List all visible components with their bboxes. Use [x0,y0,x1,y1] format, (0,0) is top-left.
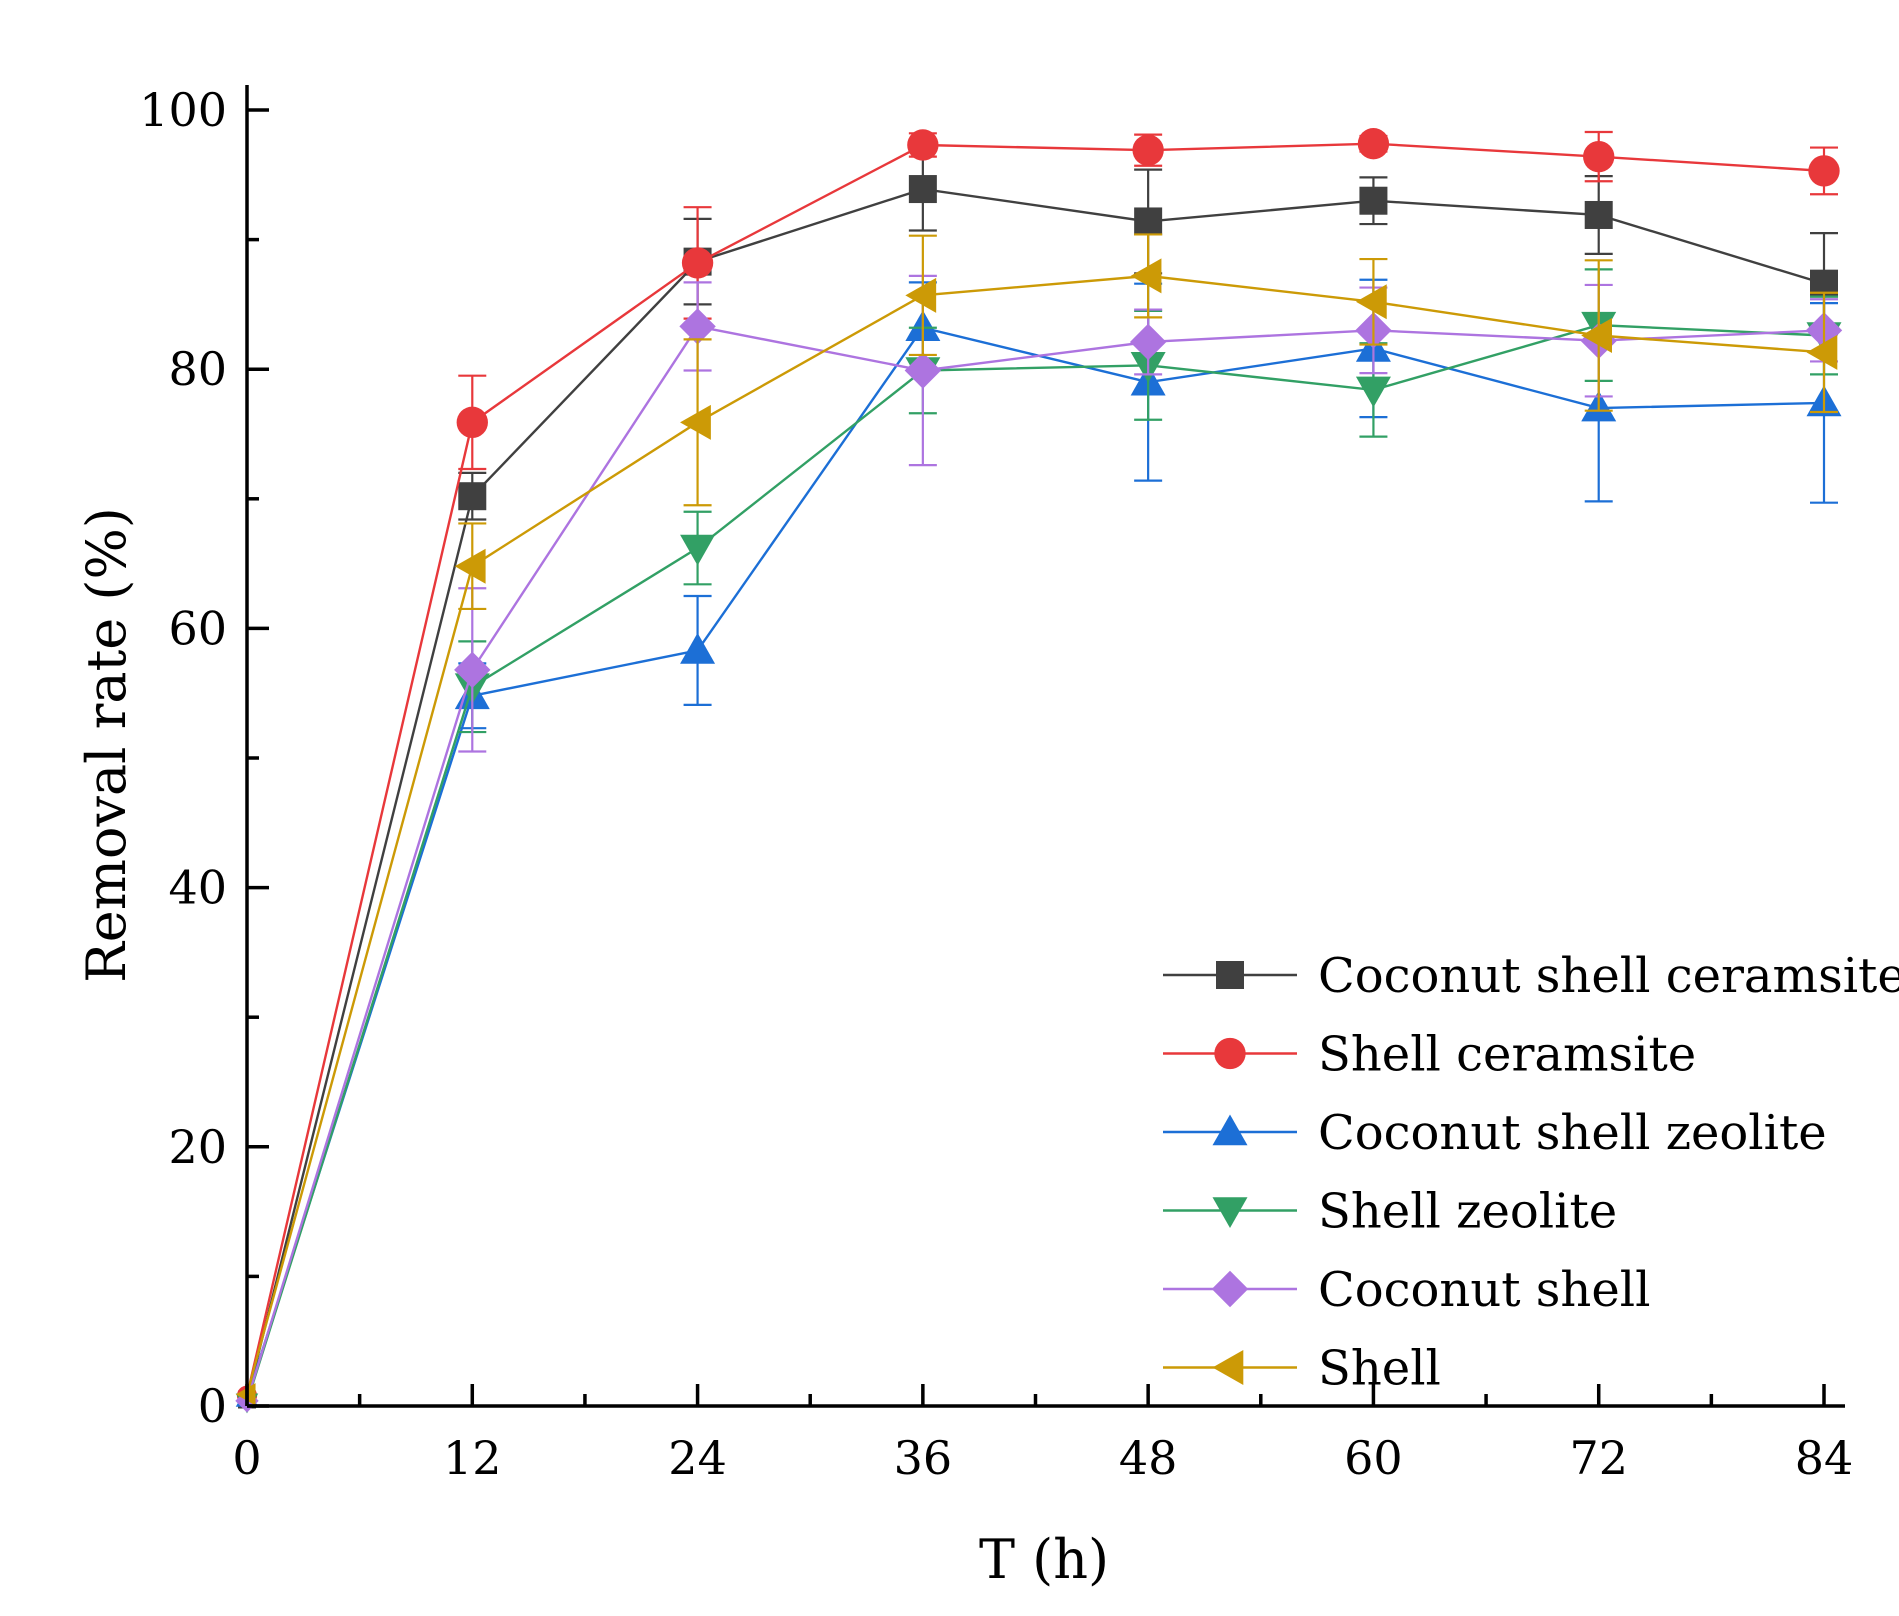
legend-marker [1214,1037,1246,1070]
data-point [680,632,716,664]
series-line [245,326,1825,1399]
data-point [679,308,716,345]
x-tick-label: 24 [668,1431,727,1485]
series-5 [235,233,1838,1406]
axes: 0 12 24 36 48 60 72 84 0 20 40 60 80 100 [139,83,1853,1485]
x-tick-label: 12 [443,1431,502,1485]
legend-label: Coconut shell ceramsite [1318,948,1899,1004]
legend-item: Coconut shell [1163,1262,1650,1318]
data-point [908,175,937,204]
x-axis-title: T (h) [979,1528,1109,1591]
y-tick-label: 60 [168,601,227,655]
data-point [454,548,486,584]
legend-label: Shell ceramsite [1318,1027,1696,1083]
legend-item: Shell [1163,1341,1441,1397]
series-line [245,274,1825,1395]
data-point [1134,207,1163,236]
data-point [904,352,942,389]
legend-item: Shell zeolite [1163,1184,1617,1240]
data-point [1129,323,1167,361]
data-point [1357,128,1390,160]
y-tick-label: 0 [198,1379,227,1433]
data-point [1355,376,1391,408]
legend-marker [1212,1197,1248,1228]
series-3 [235,268,1842,1414]
plot-area [235,128,1843,1414]
data-point [1581,318,1613,354]
data-point [681,247,714,279]
data-point [1808,155,1840,187]
y-tick-label: 40 [168,861,227,915]
x-tick-label: 48 [1119,1431,1178,1485]
legend-marker [1216,961,1244,989]
legend-item: Coconut shell zeolite [1163,1105,1827,1161]
data-point [458,482,487,511]
legend-marker [1211,1270,1249,1308]
legend-item: Coconut shell ceramsite [1163,948,1899,1004]
y-tick-label: 100 [139,83,227,137]
y-tick-label: 80 [168,342,227,396]
x-tick-label: 84 [1795,1431,1854,1485]
y-tick-label: 20 [168,1120,227,1174]
legend-label: Shell [1318,1341,1441,1397]
series-line [245,323,1825,1403]
legend-label: Coconut shell [1318,1262,1650,1318]
legend-marker [1212,1350,1244,1385]
data-point [1130,258,1162,294]
series-line [245,187,1825,1400]
data-point [1355,284,1387,320]
series-1 [236,128,1840,1406]
x-tick-label: 72 [1569,1431,1628,1485]
data-point [1806,334,1838,370]
x-ticks: 0 12 24 36 48 60 72 84 [232,1384,1853,1485]
x-tick-label: 0 [232,1431,261,1485]
data-point [680,534,716,566]
x-tick-label: 60 [1344,1431,1403,1485]
data-point [680,404,711,440]
x-tick-label: 36 [894,1431,953,1485]
series-layer [235,128,1843,1414]
legend: Coconut shell ceramsite Shell ceramsite Co… [1163,948,1899,1397]
legend-label: Coconut shell zeolite [1318,1105,1827,1161]
y-axis-title: Removal rate (%) [75,507,138,983]
data-point [1359,186,1388,215]
data-point [454,651,491,689]
data-point [905,277,937,313]
series-line [245,142,1825,1396]
data-point [456,406,488,439]
legend-item: Shell ceramsite [1163,1027,1696,1083]
y-ticks: 0 20 40 60 80 100 [139,83,269,1433]
legend-marker [1212,1114,1248,1146]
legend-label: Shell zeolite [1318,1184,1617,1240]
data-point [1132,134,1164,166]
data-point [1583,140,1615,173]
series-line [245,325,1825,1402]
data-point [907,129,939,161]
series-4 [235,274,1843,1413]
data-point [1584,200,1613,229]
